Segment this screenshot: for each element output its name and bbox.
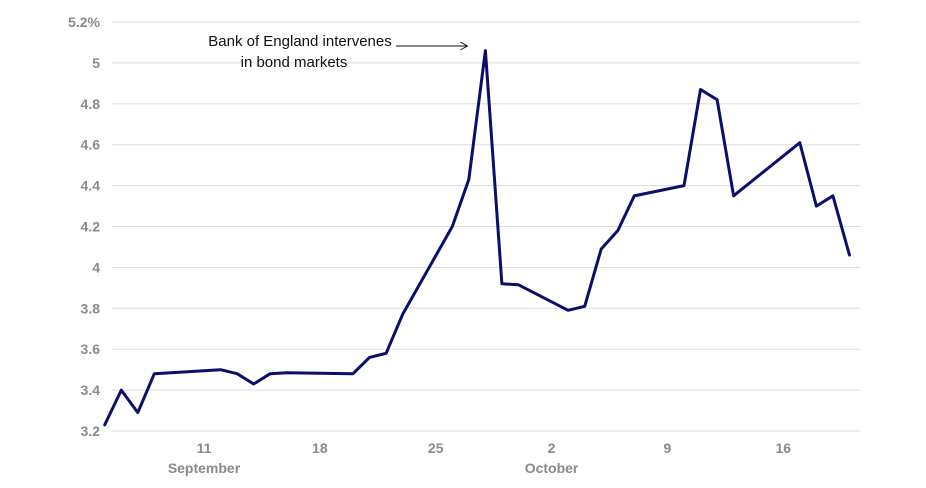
- x-tick-label: 11: [197, 440, 212, 456]
- gridlines: [112, 21, 860, 432]
- y-tick-label: 5.2%: [68, 14, 100, 30]
- annotation-layer: Bank of England intervenes in bond marke…: [208, 33, 469, 71]
- x-tick-label: 25: [428, 440, 444, 456]
- y-tick-label: 3.2: [81, 423, 101, 439]
- x-axis-month-labels: September October: [168, 460, 579, 476]
- x-tick-label: 9: [664, 440, 672, 456]
- y-tick-label: 3.6: [81, 341, 101, 357]
- month-label: September: [168, 460, 241, 476]
- series-layer: [103, 49, 851, 427]
- x-axis-ticks: 11 18 25 2 9 16: [197, 440, 792, 456]
- y-tick-label: 4.4: [81, 178, 101, 194]
- y-tick-label: 3.4: [81, 382, 101, 398]
- annotation-arrowhead: [460, 41, 469, 51]
- annotation-text-line1: Bank of England intervenes: [208, 33, 391, 50]
- month-label: October: [525, 460, 579, 476]
- x-tick-label: 2: [548, 440, 556, 456]
- x-tick-label: 16: [775, 440, 791, 456]
- y-tick-label: 4: [92, 259, 100, 275]
- y-tick-label: 4.2: [81, 219, 101, 235]
- y-axis-ticks: 3.2 3.4 3.6 3.8 4 4.2 4.4 4.6 4.8 5 5.2%: [68, 14, 100, 439]
- y-tick-label: 5: [92, 55, 100, 71]
- series-line: [103, 49, 851, 427]
- y-tick-label: 4.6: [81, 137, 101, 153]
- x-tick-label: 18: [312, 440, 328, 456]
- y-tick-label: 4.8: [81, 96, 101, 112]
- annotation-text-line2: in bond markets: [241, 54, 348, 71]
- y-tick-label: 3.8: [81, 300, 101, 316]
